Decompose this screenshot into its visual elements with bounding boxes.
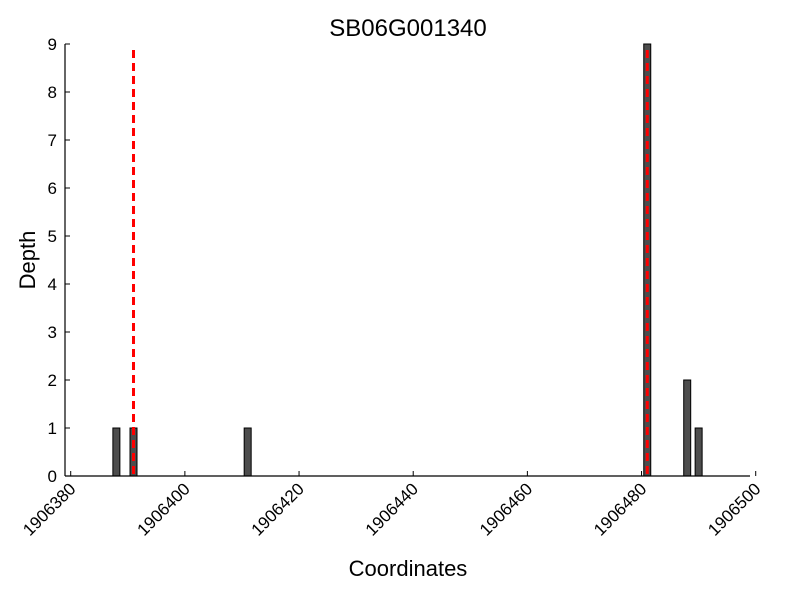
x-axis-label: Coordinates [349,556,468,581]
y-tick-label: 0 [48,467,57,486]
x-tick-label: 1906440 [362,479,422,539]
y-tick-label: 4 [48,275,57,294]
bar [243,427,252,477]
y-tick-label: 5 [48,227,57,246]
x-tick-label: 1906480 [590,479,650,539]
y-tick-label: 9 [48,35,57,54]
bar [683,379,692,477]
bar [694,427,703,477]
x-tick-label: 1906460 [476,479,536,539]
y-tick-label: 2 [48,371,57,390]
bar [112,427,121,477]
y-tick-label: 8 [48,83,57,102]
plot-area: 0 1 2 3 4 5 6 7 8 9 1906380 1906400 1906420 1906440 19… [19,35,764,540]
chart-title: SB06G001340 [329,15,486,42]
x-tick-label: 1906380 [19,479,79,539]
y-tick-label: 3 [48,323,57,342]
y-tick-label: 7 [48,131,57,150]
y-tick-label: 1 [48,419,57,438]
y-axis-label: Depth [15,231,40,290]
x-tick-label: 1906420 [248,479,308,539]
y-tick-label: 6 [48,179,57,198]
x-tick-label: 1906500 [704,479,764,539]
x-tick-label: 1906400 [133,479,193,539]
